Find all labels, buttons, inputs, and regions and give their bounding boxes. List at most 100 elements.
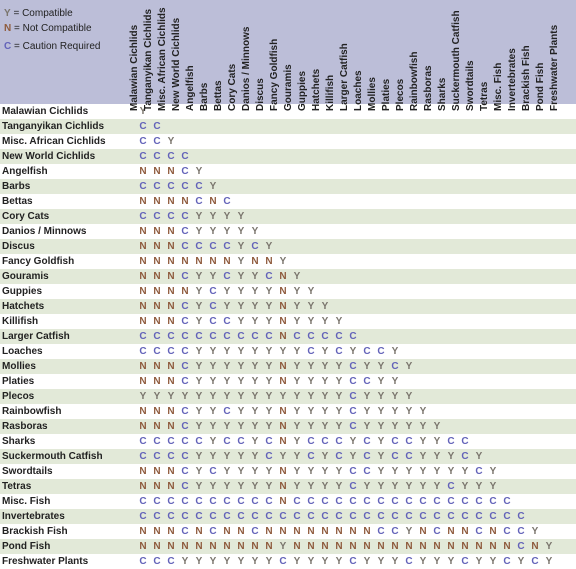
cell: N [248, 539, 262, 554]
cell: Y [248, 269, 262, 284]
row-label: Rasboras [0, 421, 136, 432]
cell: C [276, 509, 290, 524]
cell: N [164, 284, 178, 299]
cell: Y [304, 284, 318, 299]
cell: C [262, 494, 276, 509]
cell: C [472, 524, 486, 539]
cell: C [206, 239, 220, 254]
cell: Y [248, 449, 262, 464]
cell: C [360, 344, 374, 359]
cell: Y [234, 224, 248, 239]
cell: N [150, 524, 164, 539]
row-label: Bettas [0, 196, 136, 207]
cell: Y [318, 389, 332, 404]
cell: N [136, 524, 150, 539]
cell: Y [234, 344, 248, 359]
cell: C [346, 419, 360, 434]
cell: Y [234, 299, 248, 314]
cell: Y [304, 359, 318, 374]
cell: Y [290, 314, 304, 329]
cell: Y [220, 479, 234, 494]
cell: C [318, 434, 332, 449]
cell: N [164, 314, 178, 329]
cell: C [220, 404, 234, 419]
cell: Y [458, 479, 472, 494]
cell: Y [262, 419, 276, 434]
cell: Y [402, 419, 416, 434]
row-label: Suckermouth Catfish [0, 451, 136, 462]
row: LoachesCCCCYYYYYYYYCYCYCCY [0, 344, 576, 359]
cell: Y [206, 179, 220, 194]
cell: Y [332, 404, 346, 419]
cell: C [178, 404, 192, 419]
cell: C [276, 554, 290, 569]
cell: Y [290, 344, 304, 359]
cell: N [136, 359, 150, 374]
cell: N [262, 524, 276, 539]
cell: N [220, 254, 234, 269]
cell: C [402, 494, 416, 509]
cell: C [150, 494, 164, 509]
cell: Y [304, 314, 318, 329]
cell: Y [388, 344, 402, 359]
cell: C [150, 119, 164, 134]
cell: C [360, 449, 374, 464]
legend-c: Caution Required [23, 41, 101, 52]
row: Cory CatsCCCCYYYY [0, 209, 576, 224]
cell: C [528, 554, 542, 569]
cell: Y [374, 464, 388, 479]
cell: Y [290, 269, 304, 284]
cell: N [136, 404, 150, 419]
cell: Y [388, 464, 402, 479]
cell: C [304, 344, 318, 359]
cell: C [220, 314, 234, 329]
cell: N [136, 314, 150, 329]
cell: C [150, 449, 164, 464]
cell: C [220, 239, 234, 254]
cell: N [318, 539, 332, 554]
cell: N [276, 494, 290, 509]
cell: Y [234, 389, 248, 404]
cell: Y [248, 554, 262, 569]
cell: N [234, 524, 248, 539]
cell: Y [318, 344, 332, 359]
row-label: Killifish [0, 316, 136, 327]
cell: Y [360, 389, 374, 404]
cell: Y [290, 464, 304, 479]
cell: N [192, 254, 206, 269]
cell: Y [248, 344, 262, 359]
cell: N [136, 269, 150, 284]
cell: C [472, 509, 486, 524]
cell: Y [332, 359, 346, 374]
cell: Y [416, 464, 430, 479]
cell: C [150, 149, 164, 164]
cell: Y [486, 479, 500, 494]
cell: Y [374, 419, 388, 434]
cell: Y [346, 449, 360, 464]
cell: N [374, 539, 388, 554]
cell: C [458, 509, 472, 524]
cell: N [150, 464, 164, 479]
cell: Y [192, 224, 206, 239]
cell: Y [262, 239, 276, 254]
cell: N [332, 539, 346, 554]
cell: Y [360, 419, 374, 434]
row-label: Guppies [0, 286, 136, 297]
cell: C [206, 464, 220, 479]
cell: N [178, 194, 192, 209]
cell: N [220, 524, 234, 539]
cell: C [500, 509, 514, 524]
cell: Y [220, 299, 234, 314]
cell: N [150, 254, 164, 269]
row: BettasNNNNCNC [0, 194, 576, 209]
cell: Y [220, 284, 234, 299]
row: Pond FishNNNNNNNNNNYNNNNNNNNNNNNNNNNCNY [0, 539, 576, 554]
cell: Y [206, 374, 220, 389]
cell: Y [416, 404, 430, 419]
cell: Y [318, 359, 332, 374]
cell: Y [248, 299, 262, 314]
cell: Y [220, 359, 234, 374]
cell: Y [374, 374, 388, 389]
cell: Y [290, 449, 304, 464]
cell: C [164, 179, 178, 194]
